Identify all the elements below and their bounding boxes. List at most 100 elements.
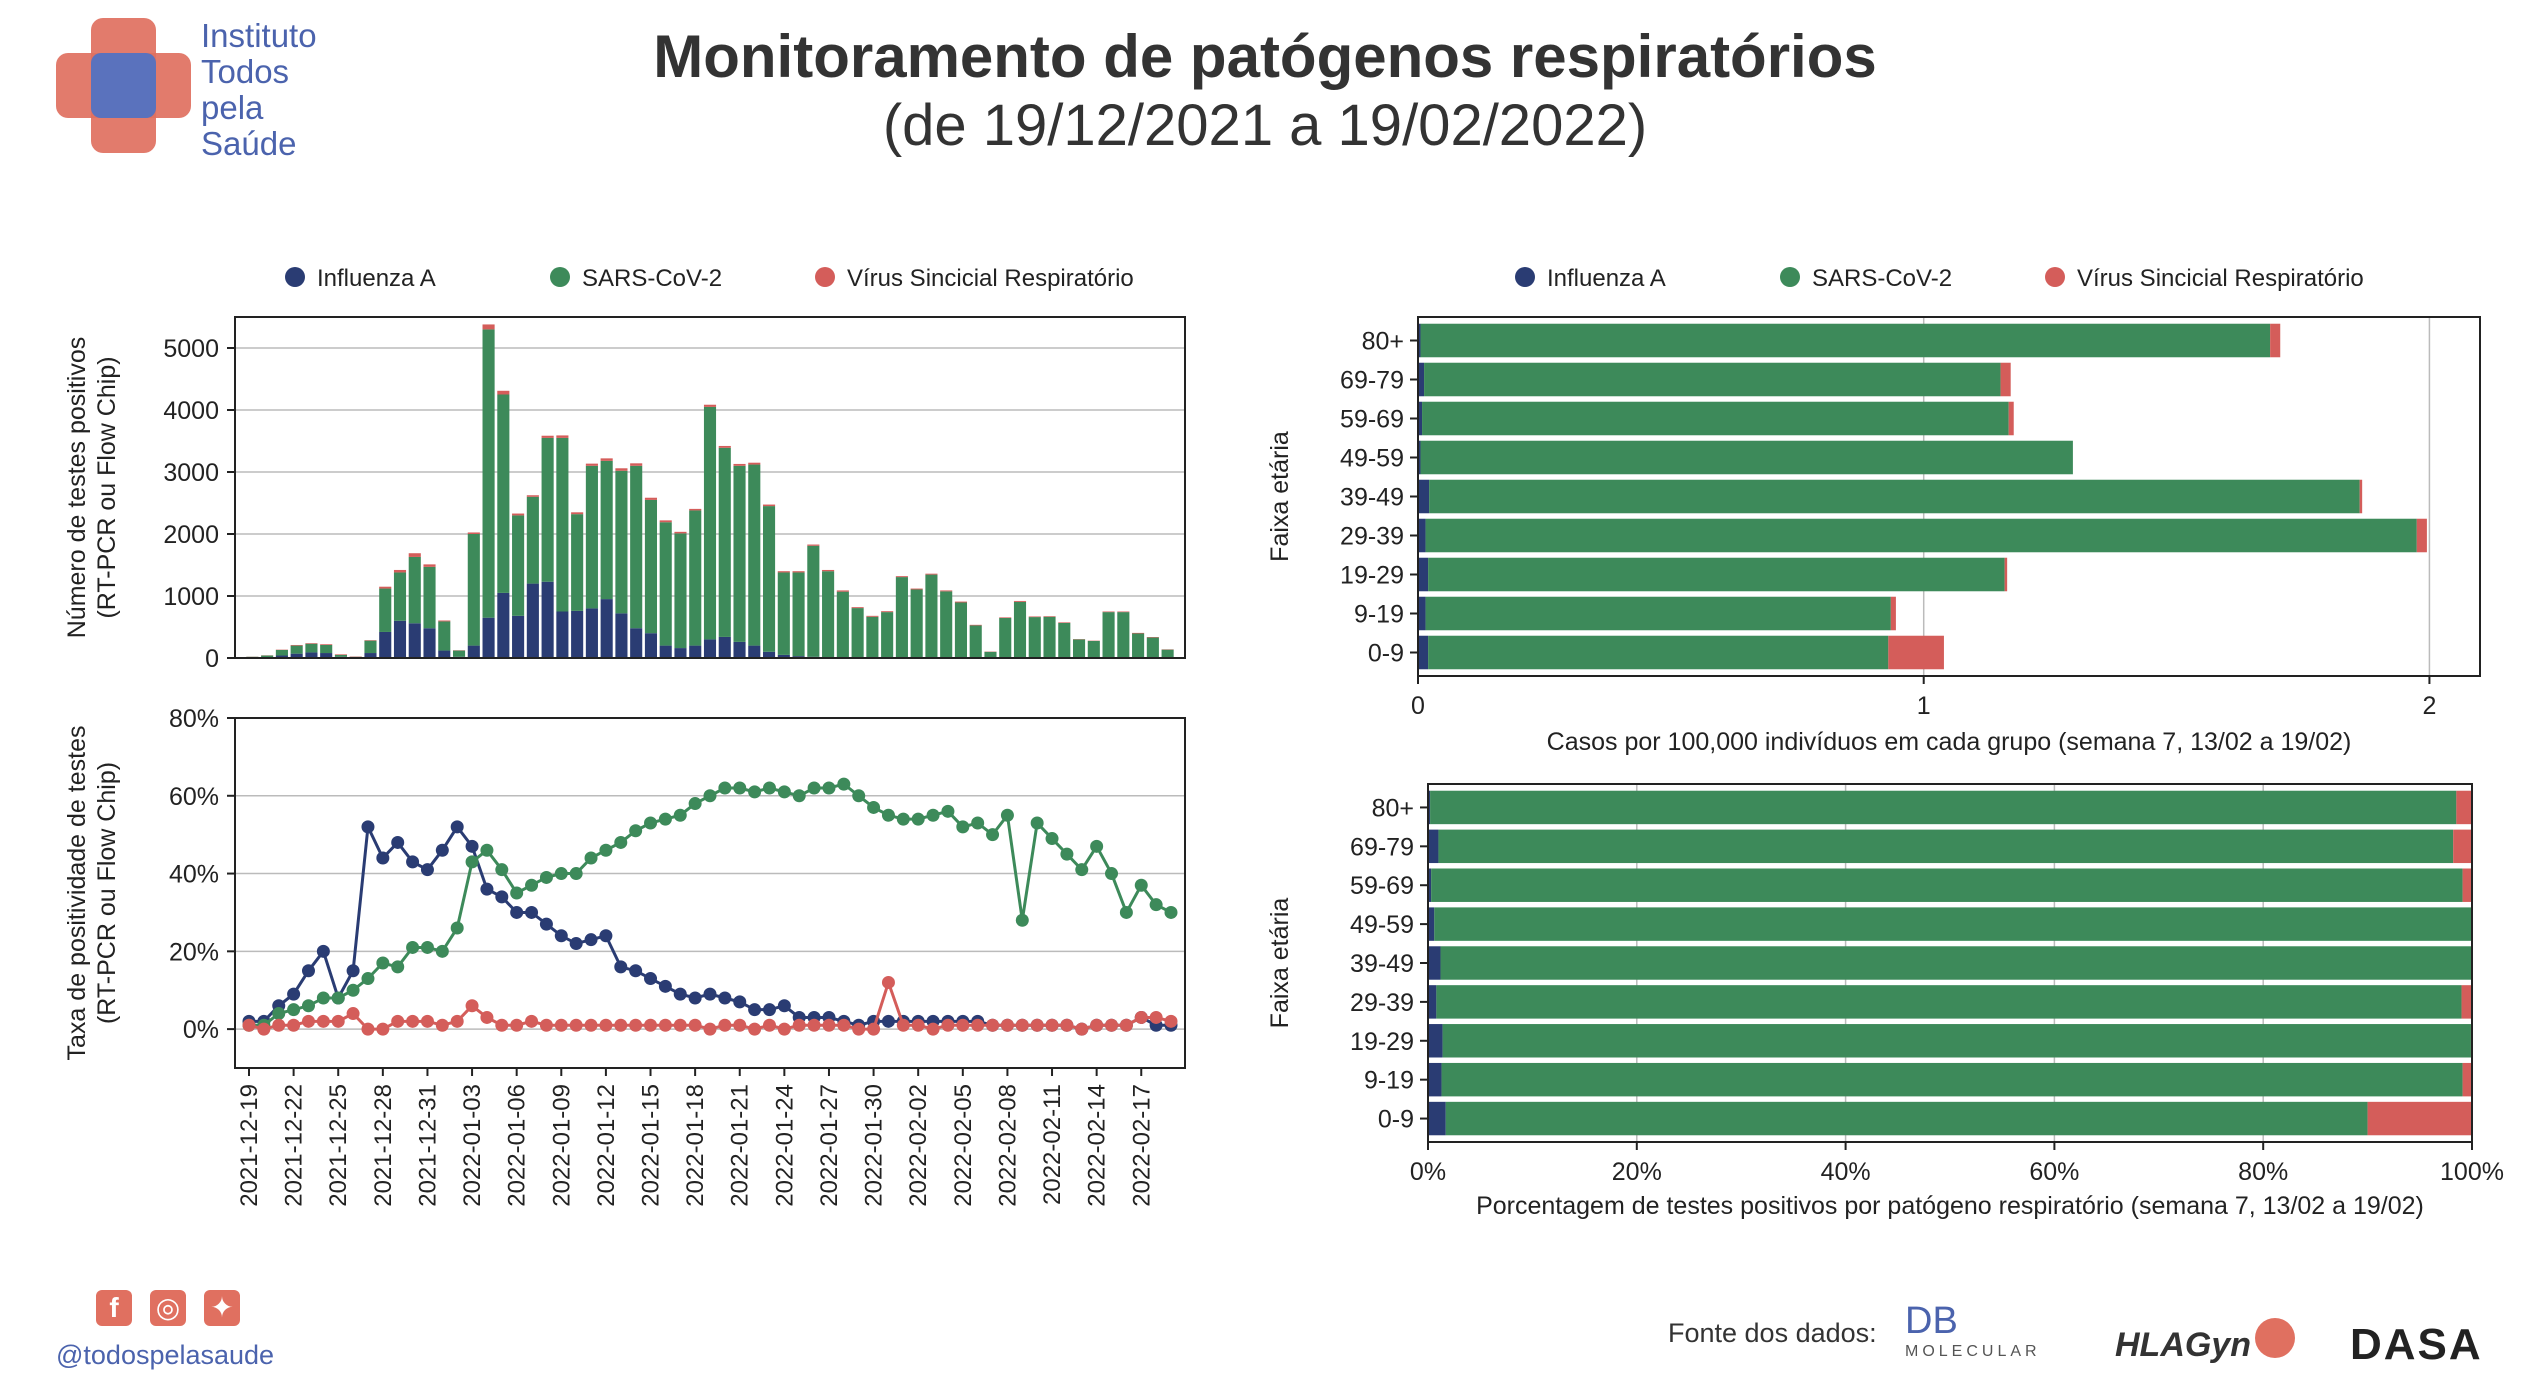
- bar-segment: [748, 462, 761, 465]
- bar-segment: [585, 608, 598, 658]
- data-point: [584, 1018, 598, 1032]
- institute-name: Instituto Todos pela Saúde: [201, 18, 317, 162]
- legend-marker: [2045, 267, 2065, 287]
- bar-segment: [689, 508, 702, 511]
- logo-line: Todos: [201, 53, 290, 90]
- bar-segment: [630, 628, 643, 658]
- data-point: [688, 991, 702, 1005]
- bar-segment: [512, 615, 525, 658]
- bar-segment: [1087, 640, 1100, 658]
- twitter-icon[interactable]: ✦: [204, 1290, 240, 1326]
- social-links: f ◎ ✦ @todospelasaude: [56, 1290, 274, 1371]
- legend-label: SARS-CoV-2: [1812, 265, 1952, 292]
- data-point: [287, 987, 301, 1001]
- data-point: [777, 999, 791, 1013]
- data-point: [777, 785, 791, 799]
- x-tick-label: 2: [2422, 692, 2436, 720]
- bar-segment: [600, 460, 613, 600]
- data-point: [673, 808, 687, 822]
- y-tick-label: 80+: [1372, 794, 1414, 822]
- bar-segment: [792, 572, 805, 657]
- bar-segment: [467, 645, 480, 658]
- bar-segment: [1072, 639, 1086, 658]
- bar-segment: [748, 464, 761, 646]
- bar-segment: [275, 655, 288, 658]
- bar-segment: [881, 612, 894, 658]
- bar-segment: [423, 628, 436, 658]
- data-point: [569, 867, 583, 881]
- x-tick-label: 2022-02-02: [905, 1084, 932, 1207]
- logo-line: Saúde: [201, 125, 297, 162]
- data-point: [971, 816, 985, 830]
- data-point: [435, 1018, 449, 1032]
- social-handle[interactable]: @todospelasaude: [56, 1340, 275, 1370]
- bar-segment: [1102, 611, 1115, 613]
- bar-segment: [1418, 557, 1429, 592]
- facebook-icon[interactable]: f: [96, 1290, 132, 1326]
- x-tick-label: 2021-12-31: [414, 1084, 441, 1207]
- bar-segment: [851, 608, 864, 658]
- data-point: [525, 1014, 539, 1028]
- data-point: [1030, 816, 1044, 830]
- sponsor-logos: DB MOLECULAR HLAGyn DASA: [1905, 1300, 2505, 1380]
- data-point: [733, 995, 747, 1009]
- data-point: [569, 937, 583, 951]
- data-point: [837, 777, 851, 791]
- y-axis-label: Faixa etária: [1266, 898, 1294, 1029]
- data-point: [510, 886, 524, 900]
- data-point: [614, 1018, 628, 1032]
- y-tick-label: 9-19: [1364, 1067, 1414, 1095]
- data-point: [346, 964, 360, 978]
- data-point: [867, 800, 881, 814]
- bar-segment: [999, 618, 1012, 658]
- bar-segment: [1043, 616, 1056, 658]
- data-point: [406, 940, 420, 954]
- bar-segment: [703, 404, 717, 407]
- plot-frame: [234, 316, 1186, 659]
- instagram-icon[interactable]: ◎: [150, 1290, 186, 1326]
- data-point: [688, 797, 702, 811]
- x-tick-label: 2022-01-18: [682, 1084, 709, 1207]
- data-point: [525, 905, 539, 919]
- legend-marker: [1780, 267, 1800, 287]
- bar-segment: [615, 468, 628, 471]
- data-point: [1045, 832, 1059, 846]
- bar-segment: [1132, 633, 1145, 658]
- data-point: [1164, 1014, 1178, 1028]
- data-point: [301, 999, 315, 1013]
- bar-segment: [320, 644, 333, 645]
- bar-segment: [452, 650, 466, 657]
- y-tick-label: 5000: [163, 335, 219, 363]
- data-point: [1000, 808, 1014, 822]
- y-tick-label: 19-29: [1340, 562, 1404, 590]
- data-point: [301, 964, 315, 978]
- data-point: [614, 960, 628, 974]
- data-point: [480, 882, 494, 896]
- bar-segment: [940, 590, 953, 592]
- bar-segment: [851, 607, 864, 609]
- bar-segment: [438, 620, 451, 622]
- data-point: [703, 1022, 717, 1036]
- data-point: [1105, 867, 1119, 881]
- bar-segment: [541, 581, 554, 658]
- bar-segment: [1420, 323, 2271, 358]
- y-tick-label: 20%: [169, 938, 219, 966]
- bar-segment: [762, 506, 776, 652]
- x-tick-label: 2022-02-14: [1084, 1084, 1111, 1207]
- plot-frame: [1417, 316, 2481, 677]
- data-point: [1119, 1018, 1133, 1032]
- bar-segment: [600, 599, 613, 658]
- y-tick-label: 60%: [169, 783, 219, 811]
- logo-line: Instituto: [201, 17, 317, 54]
- sponsor-hlagyn: HLAGyn: [2115, 1326, 2251, 1364]
- data-point: [986, 1018, 1000, 1032]
- data-point: [629, 1018, 643, 1032]
- data-point: [777, 1022, 791, 1036]
- bar-segment: [630, 465, 643, 629]
- bar-segment: [1418, 440, 1421, 475]
- data-point: [1119, 905, 1133, 919]
- sponsor-molecular: MOLECULAR: [1905, 1343, 2041, 1360]
- data-point: [346, 1007, 360, 1021]
- x-tick-label: 2021-12-22: [281, 1084, 308, 1207]
- data-point: [331, 991, 345, 1005]
